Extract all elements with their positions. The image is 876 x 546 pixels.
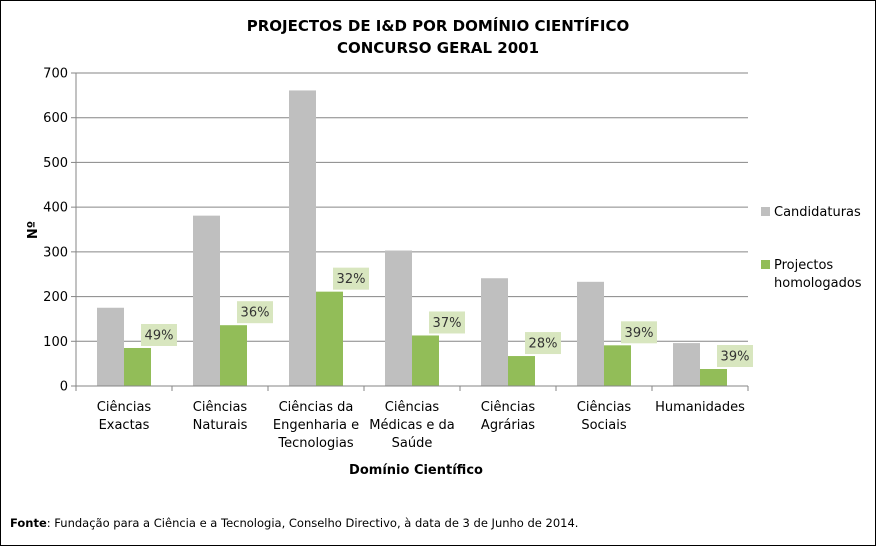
category-label: Humanidades: [655, 400, 745, 415]
category-label: Ciências Médicas e da Saúde: [369, 400, 454, 451]
legend-label-line: homologados: [774, 276, 862, 291]
y-axis-ticks: 0 100 200 300 400 500 600 700: [43, 67, 76, 395]
bar-projectos: [700, 369, 727, 386]
source-note: Fonte: Fundação para a Ciência e a Tecno…: [10, 516, 578, 530]
data-label-bg: [141, 323, 177, 346]
category-label-line: Ciências: [577, 400, 632, 415]
legend-label-line: Projectos: [774, 258, 833, 273]
axes: [75, 73, 749, 391]
category-label-line: Saúde: [392, 436, 433, 451]
bar-candidaturas: [577, 281, 604, 386]
bar-projectos: [508, 356, 535, 386]
legend-label-projectos: Projectos homologados: [774, 258, 862, 291]
y-tick-label: 600: [43, 111, 68, 126]
category-label: Ciências da Engenharia e Tecnologias: [273, 400, 359, 451]
y-tick-label: 0: [60, 380, 68, 395]
category-label-line: Engenharia e: [273, 418, 359, 433]
bar-projectos: [604, 345, 631, 386]
bar-candidaturas: [193, 215, 220, 386]
legend: Candidaturas Projectos homologados: [761, 205, 862, 291]
category-label-line: Médicas e da: [369, 418, 454, 433]
y-tick-label: 700: [43, 67, 68, 82]
bar-candidaturas: [289, 90, 316, 386]
data-label-bg: [429, 311, 465, 334]
category-label-line: Agrárias: [481, 418, 535, 433]
data-label: 36%: [241, 306, 270, 321]
legend-label-candidaturas: Candidaturas: [774, 205, 861, 220]
category-label: Ciências Sociais: [577, 400, 632, 433]
data-label-bg: [525, 332, 561, 355]
category-label-line: Sociais: [581, 418, 627, 433]
category-label: Ciências Exactas: [97, 400, 152, 433]
source-prefix: Fonte: [10, 516, 47, 530]
bar-candidaturas: [97, 307, 124, 386]
y-tick-label: 500: [43, 156, 68, 171]
x-axis-label: Domínio Científico: [349, 463, 483, 478]
y-tick-label: 100: [43, 335, 68, 350]
category-label-line: Ciências: [193, 400, 248, 415]
bar-candidaturas: [385, 250, 412, 386]
y-axis-label: Nº: [26, 221, 41, 239]
data-label-bg: [237, 301, 273, 324]
category-label-line: Tecnologias: [277, 436, 353, 451]
data-label: 39%: [721, 350, 750, 365]
bar-candidaturas: [481, 278, 508, 386]
data-label-bg: [717, 345, 753, 368]
bars: [97, 90, 727, 386]
chart-title-line-1: PROJECTOS DE I&D POR DOMÍNIO CIENTÍFICO: [247, 16, 630, 35]
bar-projectos: [316, 291, 343, 386]
category-label-line: Ciências: [481, 400, 536, 415]
category-label: Ciências Agrárias: [481, 400, 536, 433]
legend-swatch-candidaturas: [761, 207, 770, 216]
data-labels: 49% 36% 32% 37% 28% 39% 39%: [141, 267, 753, 368]
data-label: 39%: [625, 326, 654, 341]
category-label-line: Ciências: [97, 400, 152, 415]
bar-projectos: [124, 347, 151, 386]
chart-title-line-2: CONCURSO GERAL 2001: [337, 39, 539, 57]
bar-projectos: [412, 335, 439, 386]
category-label-line: Naturais: [193, 418, 248, 433]
category-label-line: Ciências: [385, 400, 440, 415]
bar-projectos: [220, 325, 247, 386]
category-label-line: Exactas: [99, 418, 150, 433]
data-label: 37%: [433, 316, 462, 331]
category-label-line: Humanidades: [655, 400, 745, 415]
y-tick-label: 200: [43, 290, 68, 305]
data-label: 32%: [337, 272, 366, 287]
y-tick-label: 400: [43, 201, 68, 216]
category-label-line: Ciências da: [279, 400, 354, 415]
data-label-bg: [621, 321, 657, 344]
bar-candidaturas: [673, 343, 700, 386]
source-text: : Fundação para a Ciência e a Tecnologia…: [46, 516, 579, 530]
category-label: Ciências Naturais: [193, 400, 248, 433]
data-label: 28%: [529, 337, 558, 352]
y-tick-label: 300: [43, 245, 68, 260]
data-label-bg: [333, 267, 369, 290]
legend-swatch-projectos: [761, 260, 770, 269]
data-label: 49%: [145, 328, 174, 343]
